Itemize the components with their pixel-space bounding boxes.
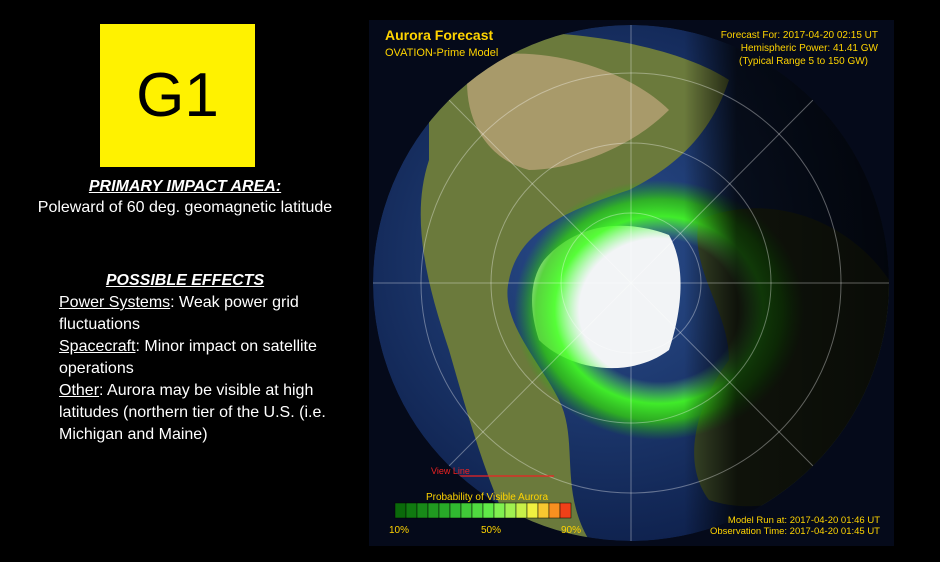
effect-label: Other [59,382,100,399]
effect-label: Spacecraft [59,338,136,355]
aurora-map: Aurora Forecast OVATION-Prime Model Fore… [369,20,894,546]
impact: PRIMARY IMPACT AREA: Poleward of 60 deg.… [10,176,360,218]
effect-item: Other: Aurora may be visible at high lat… [59,380,334,446]
scale-badge: G1 [100,24,255,167]
scale-label: G1 [136,61,219,130]
impact-text: Poleward of 60 deg. geomagnetic latitude [37,199,333,216]
legend-label: 10% [389,525,409,536]
view-line-label: View Line [431,466,470,476]
legend-label: 90% [561,525,581,536]
globe [373,25,889,541]
legend-title: Probability of Visible Aurora [426,492,549,503]
effect-text: : Minor impact on satellite operations [59,338,317,377]
effect-label: Power Systems [59,294,171,311]
effect-item: Power Systems: Weak power grid fluctuati… [59,292,334,336]
map-model: OVATION-Prime Model [385,47,498,59]
model-run: Model Run at: 2017-04-20 01:46 UT [728,515,880,526]
map-title: Aurora Forecast [385,27,493,43]
effect-text: : Weak power grid fluctuations [59,294,299,333]
forecast-for: Forecast For: 2017-04-20 02:15 UT [721,30,878,41]
observation-time: Observation Time: 2017-04-20 01:45 UT [710,526,880,537]
effect-item: Spacecraft: Minor impact on satellite op… [59,336,334,380]
hemispheric-power: Hemispheric Power: 41.41 GW [741,43,879,54]
effects-heading: POSSIBLE EFFECTS [105,272,265,289]
typical-range: (Typical Range 5 to 150 GW) [739,56,868,67]
effects-list: Power Systems: Weak power grid fluctuati… [59,292,334,446]
impact-heading: PRIMARY IMPACT AREA: [88,178,282,195]
effect-text: : Aurora may be visible at high latitude… [59,382,326,443]
legend-label: 50% [481,525,501,536]
color-bar [394,502,572,519]
